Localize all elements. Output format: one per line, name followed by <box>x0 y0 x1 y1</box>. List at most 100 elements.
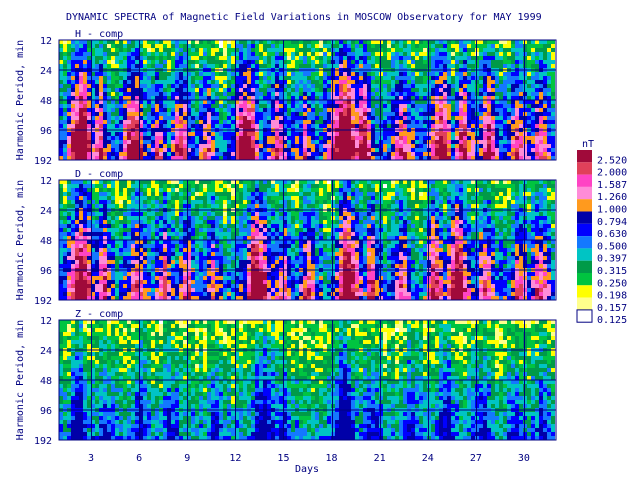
spectrum-cell <box>127 248 131 252</box>
spectrum-cell <box>263 40 267 44</box>
spectrum-cell <box>115 220 119 224</box>
spectrum-cell <box>375 136 379 140</box>
spectrum-cell <box>91 184 95 188</box>
spectrum-cell <box>243 140 247 144</box>
spectrum-cell <box>455 92 459 96</box>
spectrum-cell <box>227 156 231 160</box>
spectrum-cell <box>191 272 195 276</box>
spectrum-cell <box>299 96 303 100</box>
spectrum-cell <box>299 100 303 104</box>
spectrum-cell <box>271 156 275 160</box>
spectrum-cell <box>383 112 387 116</box>
spectrum-cell <box>159 80 163 84</box>
spectrum-cell <box>167 284 171 288</box>
spectrum-cell <box>535 48 539 52</box>
spectrum-cell <box>279 60 283 64</box>
spectrum-cell <box>195 296 199 300</box>
spectrum-cell <box>327 44 331 48</box>
spectrum-cell <box>547 96 551 100</box>
spectrum-cell <box>95 80 99 84</box>
spectrum-cell <box>307 100 311 104</box>
spectrum-cell <box>535 140 539 144</box>
spectrum-cell <box>335 84 339 88</box>
spectrum-cell <box>59 84 63 88</box>
spectrum-cell <box>291 136 295 140</box>
spectrum-cell <box>491 132 495 136</box>
spectrum-cell <box>547 44 551 48</box>
spectrum-cell <box>319 132 323 136</box>
spectrum-cell <box>131 244 135 248</box>
spectrum-cell <box>107 136 111 140</box>
spectrum-cell <box>127 252 131 256</box>
spectrum-cell <box>291 56 295 60</box>
spectrum-cell <box>95 40 99 44</box>
spectrum-cell <box>551 84 555 88</box>
spectrum-cell <box>395 72 399 76</box>
spectrum-cell <box>103 72 107 76</box>
spectrum-cell <box>111 40 115 44</box>
spectrum-cell <box>115 232 119 236</box>
spectrum-cell <box>423 48 427 52</box>
spectrum-cell <box>175 104 179 108</box>
spectrum-cell <box>131 204 135 208</box>
spectrum-cell <box>131 248 135 252</box>
spectrum-cell <box>71 188 75 192</box>
spectrum-cell <box>483 116 487 120</box>
spectrum-cell <box>239 88 243 92</box>
spectrum-cell <box>179 244 183 248</box>
spectrum-cell <box>59 204 63 208</box>
spectrum-cell <box>287 92 291 96</box>
spectrum-cell <box>147 280 151 284</box>
spectrum-cell <box>259 96 263 100</box>
spectrum-cell <box>503 92 507 96</box>
spectrum-cell <box>123 192 127 196</box>
spectrum-cell <box>135 180 139 184</box>
spectrum-cell <box>275 120 279 124</box>
spectrum-cell <box>159 112 163 116</box>
spectrum-cell <box>79 112 83 116</box>
spectrum-cell <box>107 56 111 60</box>
spectrum-cell <box>231 136 235 140</box>
spectrum-cell <box>87 144 91 148</box>
spectrum-cell <box>199 136 203 140</box>
spectrum-cell <box>519 108 523 112</box>
spectrum-cell <box>447 104 451 108</box>
spectrum-cell <box>75 252 79 256</box>
spectrum-cell <box>515 136 519 140</box>
spectrum-cell <box>223 272 227 276</box>
spectrum-cell <box>71 48 75 52</box>
spectrum-cell <box>299 104 303 108</box>
spectrum-cell <box>143 116 147 120</box>
spectrum-cell <box>243 76 247 80</box>
spectrum-cell <box>227 224 231 228</box>
spectrum-cell <box>75 188 79 192</box>
spectrum-cell <box>507 152 511 156</box>
spectrum-cell <box>375 48 379 52</box>
spectrum-cell <box>87 88 91 92</box>
spectrum-cell <box>403 140 407 144</box>
spectrum-cell <box>115 148 119 152</box>
spectrum-cell <box>255 88 259 92</box>
spectrum-cell <box>191 100 195 104</box>
spectrum-cell <box>175 296 179 300</box>
spectrum-cell <box>299 64 303 68</box>
spectrum-cell <box>67 76 71 80</box>
spectrum-cell <box>71 92 75 96</box>
spectrum-cell <box>159 144 163 148</box>
spectrum-cell <box>83 40 87 44</box>
spectrum-cell <box>63 80 67 84</box>
spectrum-cell <box>459 108 463 112</box>
spectrum-cell <box>307 112 311 116</box>
spectrum-cell <box>547 148 551 152</box>
spectrum-cell <box>539 76 543 80</box>
spectrum-cell <box>111 120 115 124</box>
spectrum-cell <box>227 108 231 112</box>
spectrum-cell <box>423 108 427 112</box>
spectrum-cell <box>59 152 63 156</box>
spectrum-cell <box>79 232 83 236</box>
spectrum-cell <box>363 52 367 56</box>
spectrum-cell <box>103 192 107 196</box>
spectrum-cell <box>123 256 127 260</box>
spectrum-cell <box>83 52 87 56</box>
spectrum-cell <box>67 296 71 300</box>
